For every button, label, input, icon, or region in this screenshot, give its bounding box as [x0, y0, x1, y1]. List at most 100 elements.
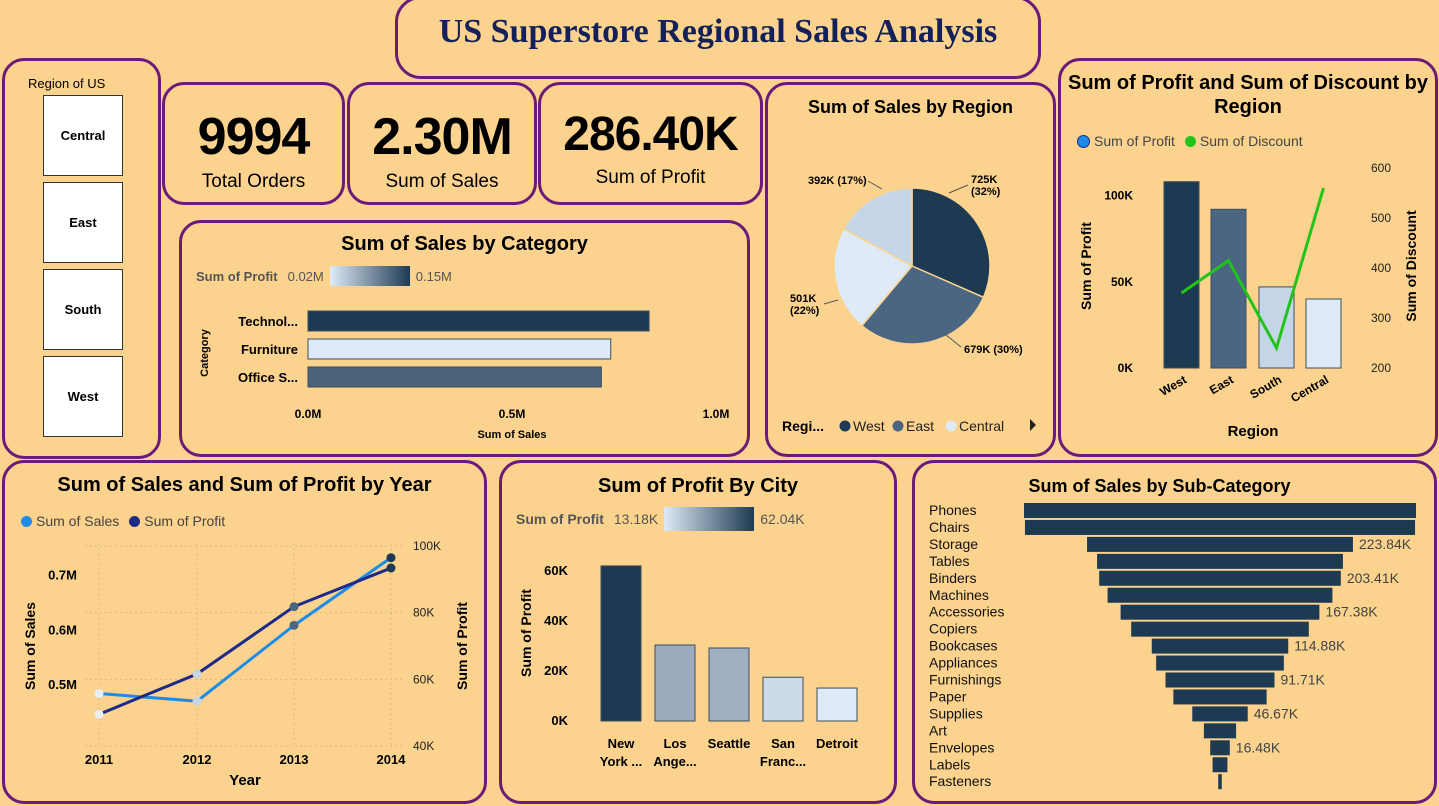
subcategory-data-label: 223.84K [1359, 536, 1412, 552]
sales-point[interactable] [289, 620, 299, 630]
pie-legend-item[interactable]: West [853, 418, 885, 434]
profit-y-tick: 100K [1104, 189, 1133, 203]
profit-line[interactable] [98, 566, 392, 716]
city-tick-label: Seattle [708, 736, 751, 751]
discount-y-tick: 300 [1371, 311, 1391, 325]
city-tick-label: Ange... [653, 754, 696, 769]
city-bar[interactable] [654, 644, 696, 722]
subcategory-bar[interactable] [1212, 757, 1228, 773]
sales-point[interactable] [94, 689, 104, 699]
discount-line[interactable] [1180, 187, 1325, 352]
pie-slice-west[interactable] [911, 187, 991, 299]
city-y-tick: 0K [551, 713, 568, 728]
discount-y-tick: 400 [1371, 261, 1391, 275]
pie-legend-dot [839, 420, 851, 432]
city-bar[interactable] [762, 676, 804, 722]
profit-point[interactable] [192, 669, 202, 679]
subcategory-bar[interactable] [1210, 740, 1230, 756]
subcategory-bar[interactable] [1151, 638, 1289, 654]
subcategory-tick-label: Envelopes [929, 739, 994, 755]
city-bar[interactable] [600, 565, 642, 722]
subcategory-bar[interactable] [1131, 621, 1309, 637]
gradient-legend-label: Sum of Profit [196, 268, 278, 284]
city-gradient-legend: Sum of Profit 13.18K 62.04K [516, 507, 805, 531]
region-pie-title: Sum of Sales by Region [807, 97, 1014, 117]
region-pie-chart: 725K (32%) 679K (30%) 501K (22%) 392K (17%) Re… [782, 174, 1036, 434]
subcategory-bar[interactable] [1087, 536, 1353, 552]
subcategory-bar[interactable] [1120, 604, 1320, 620]
year-tick-label: 2014 [377, 752, 407, 767]
category-chart-card: Sum of Sales by Category Sum of Profit 0… [179, 220, 750, 457]
sales-line[interactable] [98, 556, 392, 703]
subcategory-bar[interactable] [1099, 570, 1341, 586]
pie-slice-east[interactable] [860, 265, 985, 345]
profit-point[interactable] [386, 563, 396, 573]
region-tick-label: South [1248, 372, 1284, 401]
category-bar[interactable] [307, 366, 602, 388]
profit-point[interactable] [94, 709, 104, 719]
legend-dot-profit [129, 515, 141, 527]
legend-dot-sales [21, 515, 32, 527]
subcategory-bar[interactable] [1024, 519, 1416, 535]
city-tick-label: Detroit [816, 736, 859, 751]
pie-data-label: 501K (22%) [790, 293, 820, 317]
slicer-title: Region of US [28, 76, 106, 91]
discount-y-axis-label: Sum of Discount [1403, 210, 1419, 322]
slicer-item-west[interactable]: West [43, 356, 123, 437]
legend-profit-label: Sum of Profit [144, 513, 226, 529]
city-bar[interactable] [708, 647, 750, 722]
category-gradient-legend: Sum of Profit 0.02M 0.15M [196, 266, 452, 286]
sales-point[interactable] [192, 696, 202, 706]
profit-bar[interactable] [1163, 181, 1200, 369]
category-tick-label: Furniture [241, 342, 298, 357]
subcategory-bar[interactable] [1156, 655, 1284, 671]
pie-leader-line [945, 334, 962, 348]
subcategory-tick-label: Fasteners [929, 773, 991, 789]
subcategory-bar[interactable] [1097, 553, 1343, 569]
subcategory-tick-label: Machines [929, 587, 989, 603]
profit-y-tick: 60K [413, 672, 434, 686]
discount-y-tick: 200 [1371, 361, 1391, 375]
pie-legend-item[interactable]: East [906, 418, 934, 434]
city-y-axis-label: Sum of Profit [518, 589, 534, 677]
region-pie-card: Sum of Sales by Region 725K (32%) 679K (30… [765, 82, 1056, 457]
category-bar[interactable] [307, 338, 612, 360]
slicer-item-east[interactable]: East [43, 182, 123, 263]
profit-y-tick: 50K [1111, 275, 1133, 289]
slicer-item-central[interactable]: Central [43, 95, 123, 176]
subcategory-bar[interactable] [1024, 503, 1416, 518]
subcategory-data-label: 16.48K [1236, 739, 1281, 755]
region-tick-label: East [1207, 372, 1236, 397]
city-bar[interactable] [816, 687, 858, 722]
profit-bar[interactable] [1210, 208, 1247, 369]
category-y-axis-label: Category [199, 328, 211, 377]
subcategory-bar[interactable] [1192, 706, 1248, 722]
gradient-legend-max: 62.04K [760, 511, 805, 527]
subcategory-bar[interactable] [1165, 672, 1275, 688]
subcategory-bar[interactable] [1218, 774, 1222, 790]
pie-slice-south[interactable] [842, 187, 913, 268]
category-bar[interactable] [307, 310, 650, 332]
subcategory-tick-label: Bookcases [929, 638, 997, 654]
discount-y-tick: 500 [1371, 211, 1391, 225]
slicer-item-south[interactable]: South [43, 269, 123, 350]
profit-point[interactable] [289, 602, 299, 612]
category-bar-chart: Technol... Furniture Office S... 0.0M 0.5M 1.… [199, 310, 729, 441]
year-x-axis-label: Year [229, 772, 261, 789]
sales-point[interactable] [386, 553, 396, 563]
profit-bar[interactable] [1305, 298, 1342, 369]
kpi-label: Sum of Profit [595, 167, 706, 188]
subcategory-bar[interactable] [1107, 587, 1333, 603]
pie-data-label: 679K (30%) [964, 344, 1023, 356]
category-tick-label: Office S... [238, 370, 298, 385]
pie-legend-next-icon[interactable] [1030, 419, 1036, 431]
subcategory-bar[interactable] [1203, 723, 1237, 739]
pie-slice-central[interactable] [833, 227, 914, 327]
pie-leader-line [948, 184, 969, 194]
subcategory-bar[interactable] [1173, 689, 1267, 705]
pie-legend-item[interactable]: Central [959, 418, 1004, 434]
subcategory-chart-card: Sum of Sales by Sub-Category Phones Chair… [912, 460, 1437, 804]
subcategory-tick-label: Furnishings [929, 672, 1001, 688]
legend-discount-label: Sum of Discount [1199, 133, 1303, 149]
